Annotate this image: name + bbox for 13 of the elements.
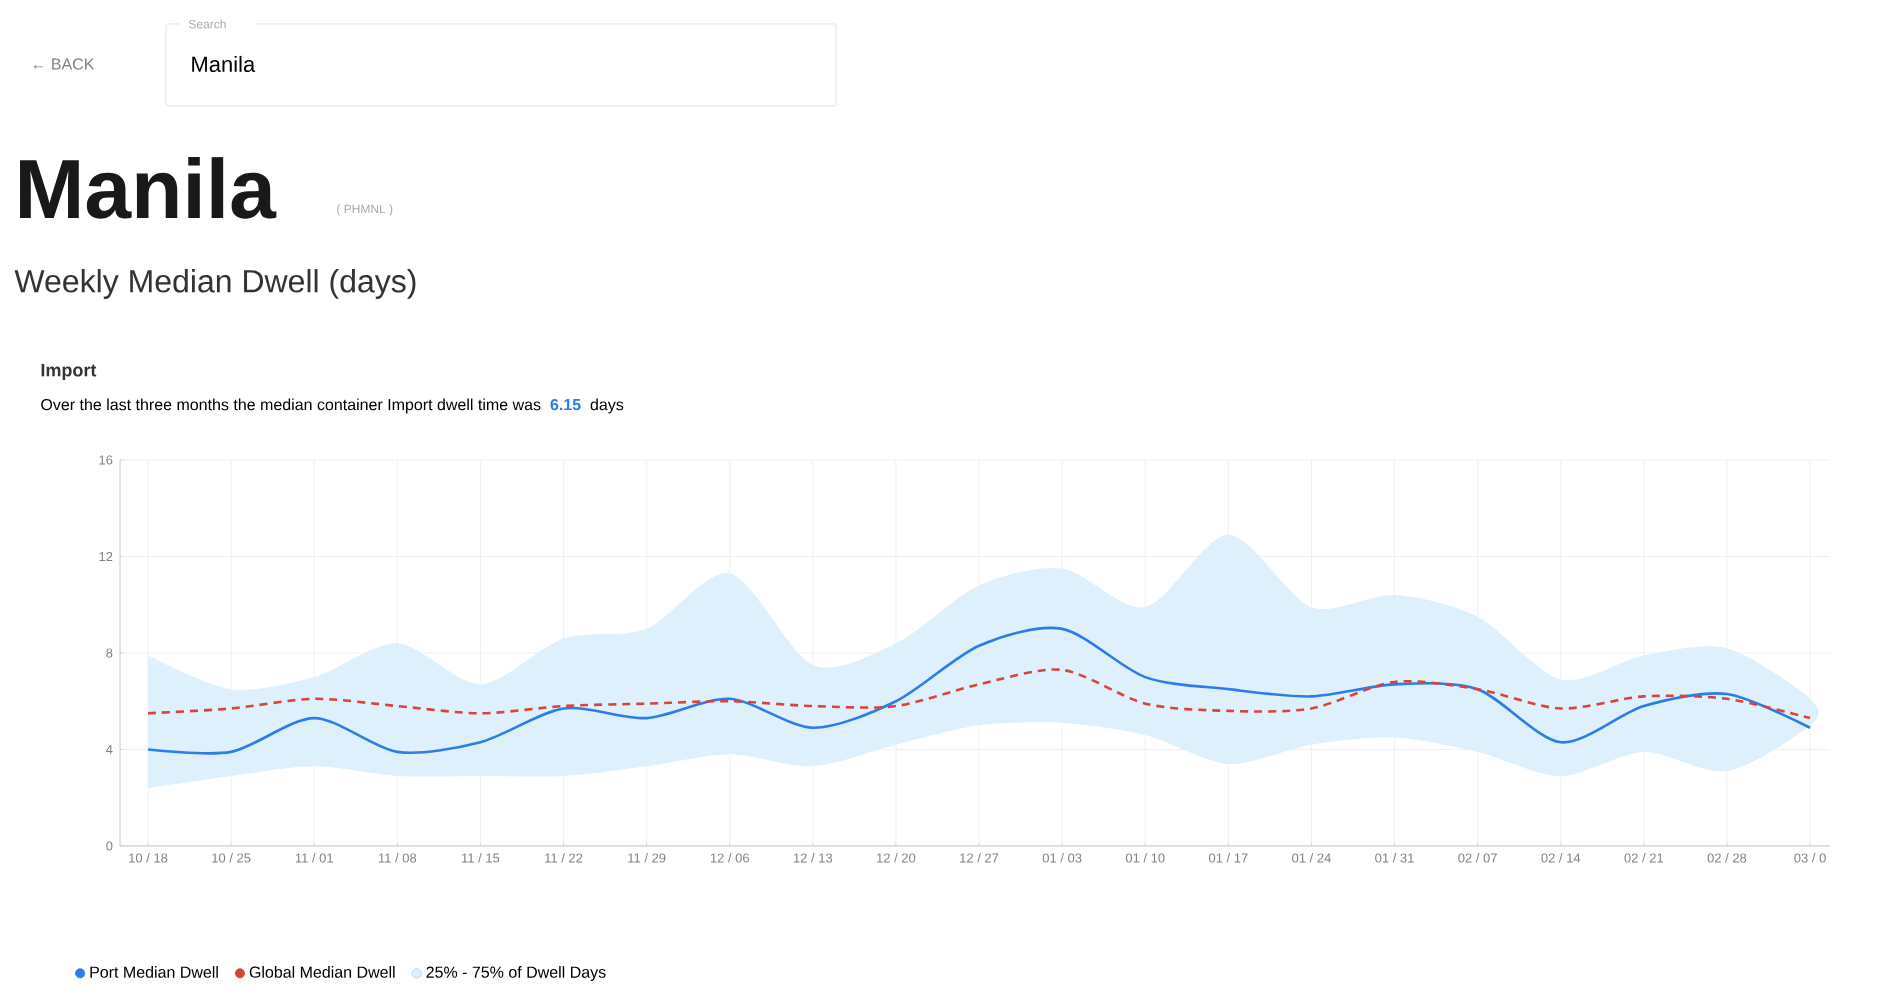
text: ← BACK (33, 58, 95, 70)
chart-subtitle: Weekly Median Dwell (days) (14, 269, 416, 299)
text: 6.15 (550, 398, 581, 411)
line-series (146, 668, 1812, 720)
legend-label: Global Median Dwell (249, 966, 395, 978)
text: days (590, 398, 624, 414)
text: Import (41, 363, 97, 381)
line-series (146, 627, 1812, 755)
text: Manila (192, 55, 256, 73)
chart-title: Manila (20, 157, 277, 219)
legend-label: Port Median Dwell (90, 966, 218, 978)
text: 25% - 75% of Dwell Days (426, 966, 606, 981)
text: Over the last three months the median container Import dwell time was (41, 398, 541, 414)
